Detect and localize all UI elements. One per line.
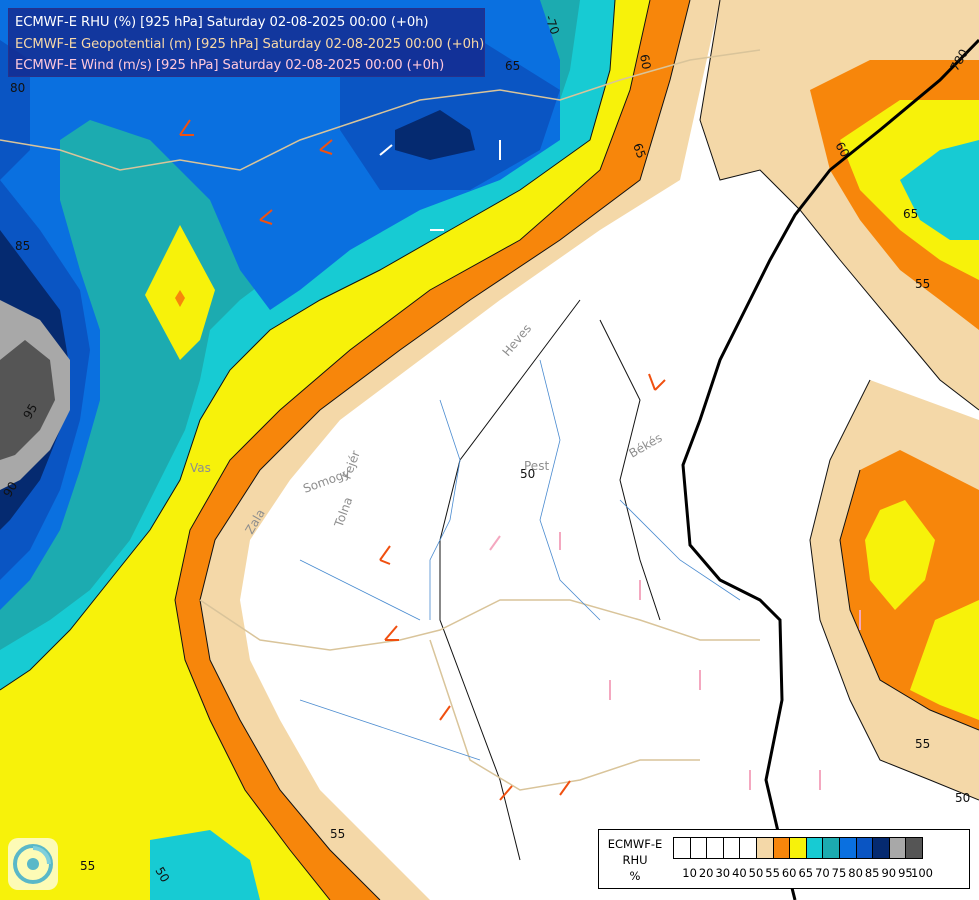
contour-label: 85 [15,239,30,253]
contour-label: 80 [10,81,25,95]
legend-swatch [872,837,890,859]
legend-tick-label: 30 [715,866,731,880]
rhu-band-100 [0,340,55,460]
legend-tick-label: 100 [911,866,933,880]
legend-tick-label: 55 [765,866,780,880]
rhu-band-85 [340,40,560,190]
contour-label: 65 [630,141,648,160]
contour-label: -70 [542,13,562,36]
legend-color-bar [673,837,923,859]
contour-label: 95 [20,401,40,421]
legend-tick-label: 10 [682,866,697,880]
legend-title-line: ECMWF-E [607,837,663,851]
contour-label: 60 [832,140,852,160]
rhu-orange-dot [175,290,185,307]
legend-swatch [789,837,807,859]
rhu-e-band-65a [865,500,935,610]
logo-icon [8,838,58,890]
legend-title-line: RHU [622,853,648,867]
rivers [299,359,741,761]
legend-ticks: 10 20 30 40 50 55 60 65 70 75 80 85 90 95 100 [673,866,973,880]
legend-swatch [905,837,923,859]
title-rhu: ECMWF-E RHU (%) [925 hPa] Saturday 02-08… [15,15,429,30]
contour-label: 55 [915,277,930,291]
contour-label: 65 [505,59,520,73]
title-wind: ECMWF-E Wind (m/s) [925 hPa] Saturday 02… [15,58,445,73]
legend-tick-label: 70 [815,866,830,880]
rhu-band-90 [395,110,475,160]
legend-tick-label: 95 [898,866,913,880]
contour-label-group: -70 80 65 60 65 60 65 55 55 50 95 90 85 … [0,13,971,884]
geopotential-contour [681,38,979,900]
legend-tick-label: 20 [698,866,714,880]
legend: ECMWF-E RHU% 10 20 30 40 50 55 60 65 70 75 80 85 90 95… [598,829,970,889]
legend-swatch [755,837,774,859]
legend-swatch [855,837,874,859]
legend-tick-label: 60 [781,866,797,880]
legend-swatch [772,837,791,859]
contour-label: 90 [0,479,20,499]
legend-swatch [706,837,724,859]
place-label: Vas [190,461,211,475]
legend-tick-label: 40 [732,866,747,880]
legend-title-line: % [629,869,641,883]
legend-tick-label: 75 [831,866,847,880]
legend-swatch [673,837,691,859]
legend-swatch [722,837,741,859]
rhu-e-band-65b [910,600,979,720]
legend-swatch [888,837,907,859]
legend-swatch [805,837,824,859]
legend-tick-label: 85 [864,866,880,880]
title-geopotential: ECMWF-E Geopotential (m) [925 hPa] Satur… [15,36,485,52]
contour-label: 55 [915,737,930,751]
map-title-box: ECMWF-E RHU (%) [925 hPa] Saturday 02-08… [8,8,485,77]
country-borders [0,49,761,791]
contour-label: 55 [330,827,345,841]
contour-label: 50 [520,467,535,481]
contour-label: 55 [80,859,95,873]
contour-label: 50 [955,791,970,805]
contour-label: 60 [637,53,653,70]
wind-barbs [179,119,861,801]
rhu-ne-band-70 [900,140,979,240]
contour-label: 50 [152,865,172,885]
legend-swatch [689,837,708,859]
legend-swatch [838,837,857,859]
legend-tick-label: 80 [848,866,863,880]
legend-tick-label: 65 [798,866,814,880]
legend-swatch [822,837,840,859]
legend-tick-label: 90 [881,866,897,880]
legend-swatch [739,837,757,859]
legend-title: ECMWF-E RHU% [599,836,671,884]
rhu-band-70b [150,830,260,900]
place-label: Pest [524,459,549,473]
legend-tick-label: 50 [748,866,764,880]
contour-label: 65 [903,207,918,221]
